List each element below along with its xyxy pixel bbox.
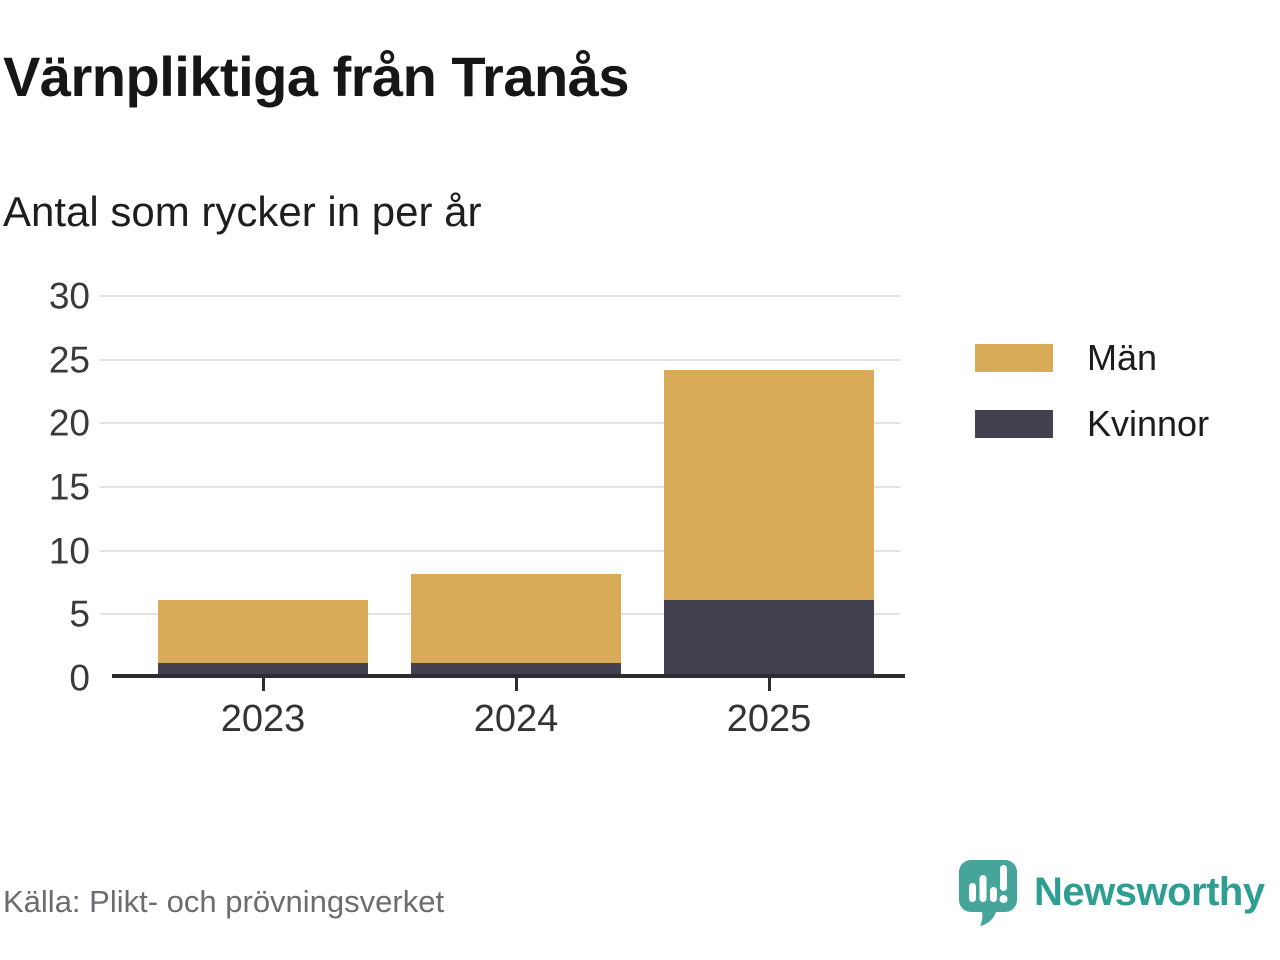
chart-title: Värnpliktiga från Tranås [3, 45, 629, 108]
y-axis-label: 15 [48, 466, 90, 508]
y-axis-label: 25 [48, 339, 90, 381]
gridline [100, 422, 900, 425]
y-axis-label: 0 [69, 657, 90, 699]
bar-segment-kvinnor-2023 [158, 663, 368, 676]
bar-segment-man-2024 [411, 574, 621, 664]
chart-subtitle: Antal som rycker in per år [3, 188, 482, 235]
bar-segment-man-2023 [158, 599, 368, 664]
plot-area: 2023 2024 2025 [100, 295, 905, 740]
x-axis-tick [514, 678, 518, 691]
newsworthy-branding: Newsworthy [958, 858, 1265, 928]
x-axis-label: 2025 [726, 698, 812, 740]
y-axis-label: 5 [69, 593, 90, 635]
legend-label: Män [1087, 337, 1158, 378]
x-axis-label: 2023 [220, 698, 306, 740]
x-axis-tick [767, 678, 771, 691]
bar-segment-kvinnor-2024 [411, 663, 621, 676]
legend-swatch [975, 410, 1053, 438]
y-axis-label: 10 [48, 530, 90, 572]
legend-item-män: Män [975, 340, 1209, 376]
bar-segment-kvinnor-2025 [664, 599, 874, 676]
gridline [100, 549, 900, 552]
gridline [100, 358, 900, 361]
y-axis-label: 20 [48, 402, 90, 444]
x-axis-tick [261, 678, 265, 691]
legend: Män Kvinnor [975, 340, 1209, 442]
newsworthy-logo-icon [959, 860, 1017, 926]
legend-swatch [975, 344, 1053, 372]
gridline [100, 486, 900, 488]
brand-name: Newsworthy [1034, 870, 1265, 914]
x-axis-label: 2024 [473, 698, 559, 740]
gridline [100, 295, 900, 297]
legend-item-kvinnor: Kvinnor [975, 406, 1209, 442]
bar-segment-man-2025 [664, 370, 874, 600]
x-axis-line [112, 674, 905, 678]
legend-label: Kvinnor [1087, 403, 1210, 444]
source-note: Källa: Plikt- och prövningsverket [3, 884, 445, 919]
y-axis-label: 30 [48, 275, 90, 317]
